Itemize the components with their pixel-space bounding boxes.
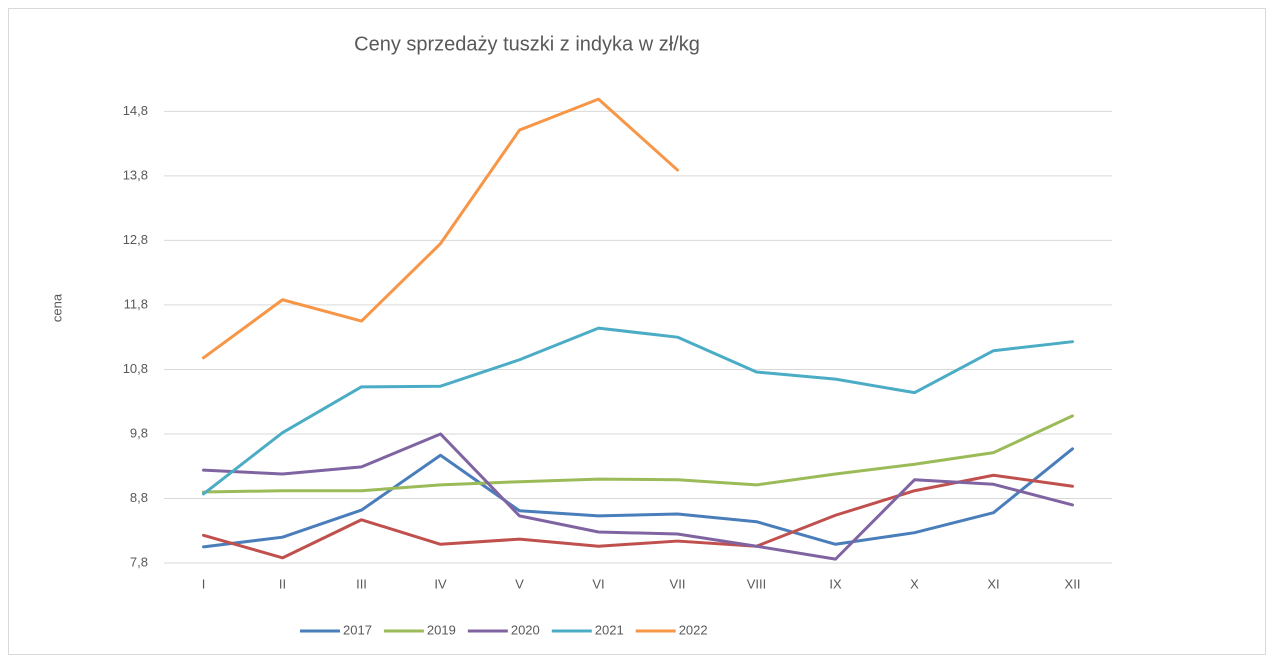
- x-tick-label: VII: [670, 576, 686, 591]
- y-tick-label: 13,8: [123, 167, 148, 182]
- legend-label: 2020: [511, 622, 540, 637]
- y-tick-label: 10,8: [123, 361, 148, 376]
- series-line: [202, 432, 1074, 561]
- x-tick-label: III: [356, 576, 367, 591]
- x-tick-label: IX: [829, 576, 842, 591]
- legend-label: 2022: [679, 622, 708, 637]
- series-line: [202, 326, 1074, 496]
- y-tick-label: 8,8: [130, 490, 148, 505]
- x-tick-label: V: [515, 576, 524, 591]
- chart-title: Ceny sprzedaży tuszki z indyka w zł/kg: [354, 33, 700, 55]
- series-line: [202, 414, 1074, 494]
- y-tick-label: 7,8: [130, 554, 148, 569]
- series-line: [202, 473, 1074, 560]
- x-tick-label: X: [910, 576, 919, 591]
- y-tick-label: 14,8: [123, 103, 148, 118]
- y-tick-label: 11,8: [124, 296, 148, 311]
- series-line: [202, 447, 1074, 549]
- x-tick-label: XII: [1065, 576, 1081, 591]
- x-tick-label: VIII: [747, 576, 767, 591]
- y-axis-label: cena: [49, 293, 64, 322]
- y-tick-label: 12,8: [123, 232, 148, 247]
- legend-label: 2021: [595, 622, 624, 637]
- y-tick-label: 9,8: [130, 425, 148, 440]
- legend-label: 2017: [343, 622, 372, 637]
- x-tick-label: XI: [987, 576, 999, 591]
- x-tick-label: IV: [434, 576, 447, 591]
- x-tick-label: II: [279, 576, 286, 591]
- legend-label: 2019: [427, 622, 456, 637]
- series-line: [202, 97, 679, 360]
- x-tick-label: VI: [592, 576, 604, 591]
- x-tick-label: I: [202, 576, 206, 591]
